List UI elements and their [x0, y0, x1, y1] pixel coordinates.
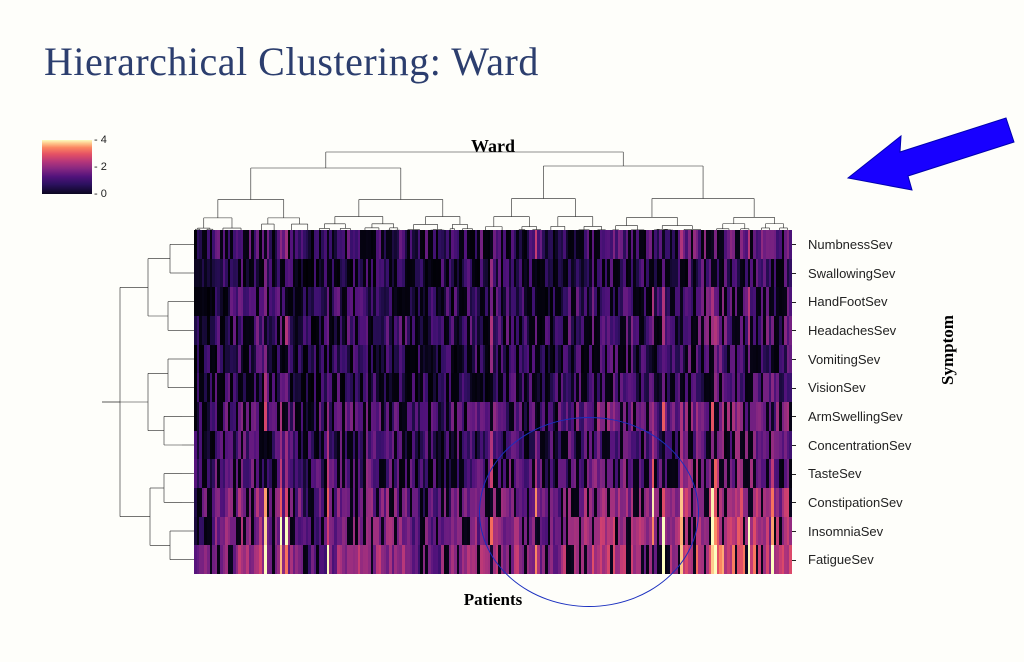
- row-label: ConcentrationSev: [792, 431, 932, 460]
- slide-title: Hierarchical Clustering: Ward: [44, 38, 539, 85]
- row-label: TasteSev: [792, 459, 932, 488]
- row-label: VomitingSev: [792, 345, 932, 374]
- row-labels: NumbnessSevSwallowingSevHandFootSevHeada…: [792, 230, 932, 574]
- colorbar-tick: - 4: [94, 134, 107, 146]
- clustermap-figure: - 0- 2- 4 Ward NumbnessSevSwallowingSevH…: [44, 130, 984, 620]
- row-label: NumbnessSev: [792, 230, 932, 259]
- row-label: HandFootSev: [792, 287, 932, 316]
- column-dendrogram: [194, 140, 792, 230]
- row-label: ConstipationSev: [792, 488, 932, 517]
- row-label: SwallowingSev: [792, 259, 932, 288]
- row-label: VisionSev: [792, 373, 932, 402]
- colorbar-tick: - 2: [94, 161, 107, 173]
- heatmap: [194, 230, 792, 574]
- row-label: ArmSwellingSev: [792, 402, 932, 431]
- colorbar-tick: - 0: [94, 188, 107, 200]
- colorbar: - 0- 2- 4: [42, 140, 92, 194]
- row-label: FatigueSev: [792, 545, 932, 574]
- y-axis-label: Symptom: [938, 315, 958, 385]
- x-axis-label: Patients: [194, 590, 792, 610]
- row-label: InsomniaSev: [792, 517, 932, 546]
- row-label: HeadachesSev: [792, 316, 932, 345]
- row-dendrogram: [44, 230, 194, 574]
- colorbar-gradient: [42, 140, 92, 194]
